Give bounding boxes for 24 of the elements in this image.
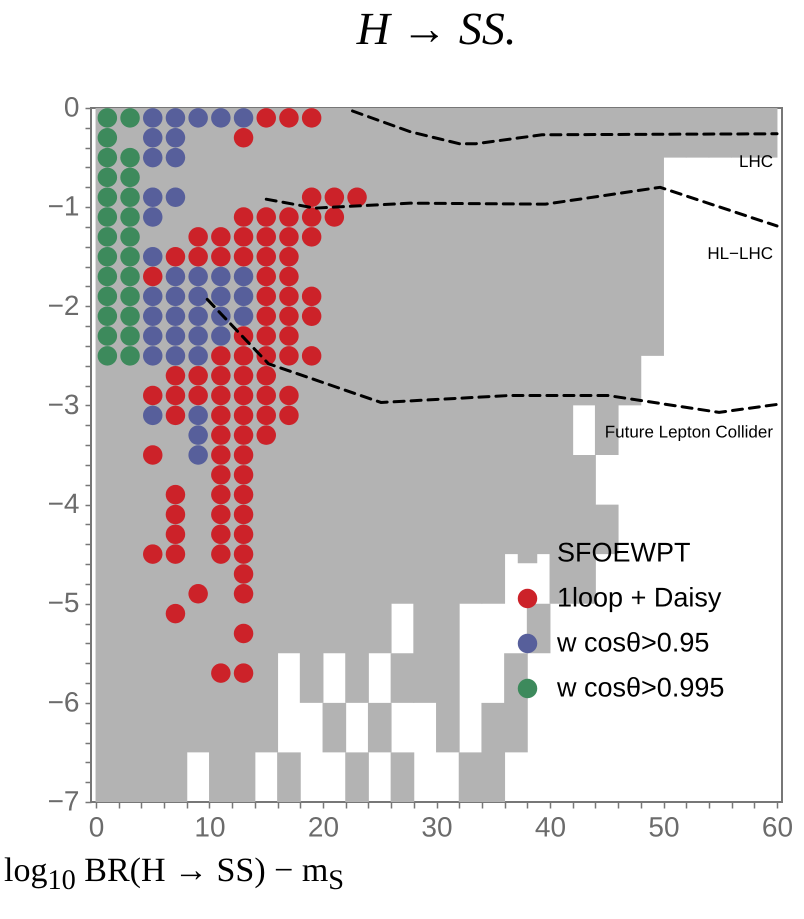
series-label: LHC — [738, 152, 773, 171]
legend-label: w cosθ>0.95 — [556, 628, 710, 658]
y-tick-label: −5 — [48, 587, 80, 618]
y-tick-label: −2 — [48, 290, 80, 321]
y-tick-label: −6 — [48, 686, 80, 718]
x-tick-label: 0 — [88, 812, 104, 842]
x-tick-label: 50 — [648, 812, 680, 842]
legend-label: w cosθ>0.995 — [556, 672, 724, 702]
x-axis-title: log$_{10}$ BR(H → SS) − m$_{S}$ — [4, 852, 344, 897]
y-tick-label: 0 — [64, 92, 80, 122]
x-tick-label: 60 — [762, 812, 794, 842]
legend-label: SFOEWPT — [557, 538, 690, 568]
x-tick-label: 40 — [534, 812, 566, 842]
x-tick-label: 20 — [308, 812, 340, 842]
legend-label: 1loop + Daisy — [557, 582, 722, 612]
chart-title: H → SS. — [356, 3, 516, 54]
y-tick-label: −4 — [48, 488, 80, 520]
x-tick-label: 30 — [421, 812, 453, 842]
series-label: Future Lepton Collider — [604, 422, 774, 442]
y-tick-label: −1 — [48, 190, 80, 222]
x-tick-label: 10 — [194, 812, 226, 842]
series-label: HL−LHC — [707, 244, 773, 263]
y-tick-label: −3 — [48, 388, 80, 420]
y-tick-label: −7 — [48, 786, 80, 816]
